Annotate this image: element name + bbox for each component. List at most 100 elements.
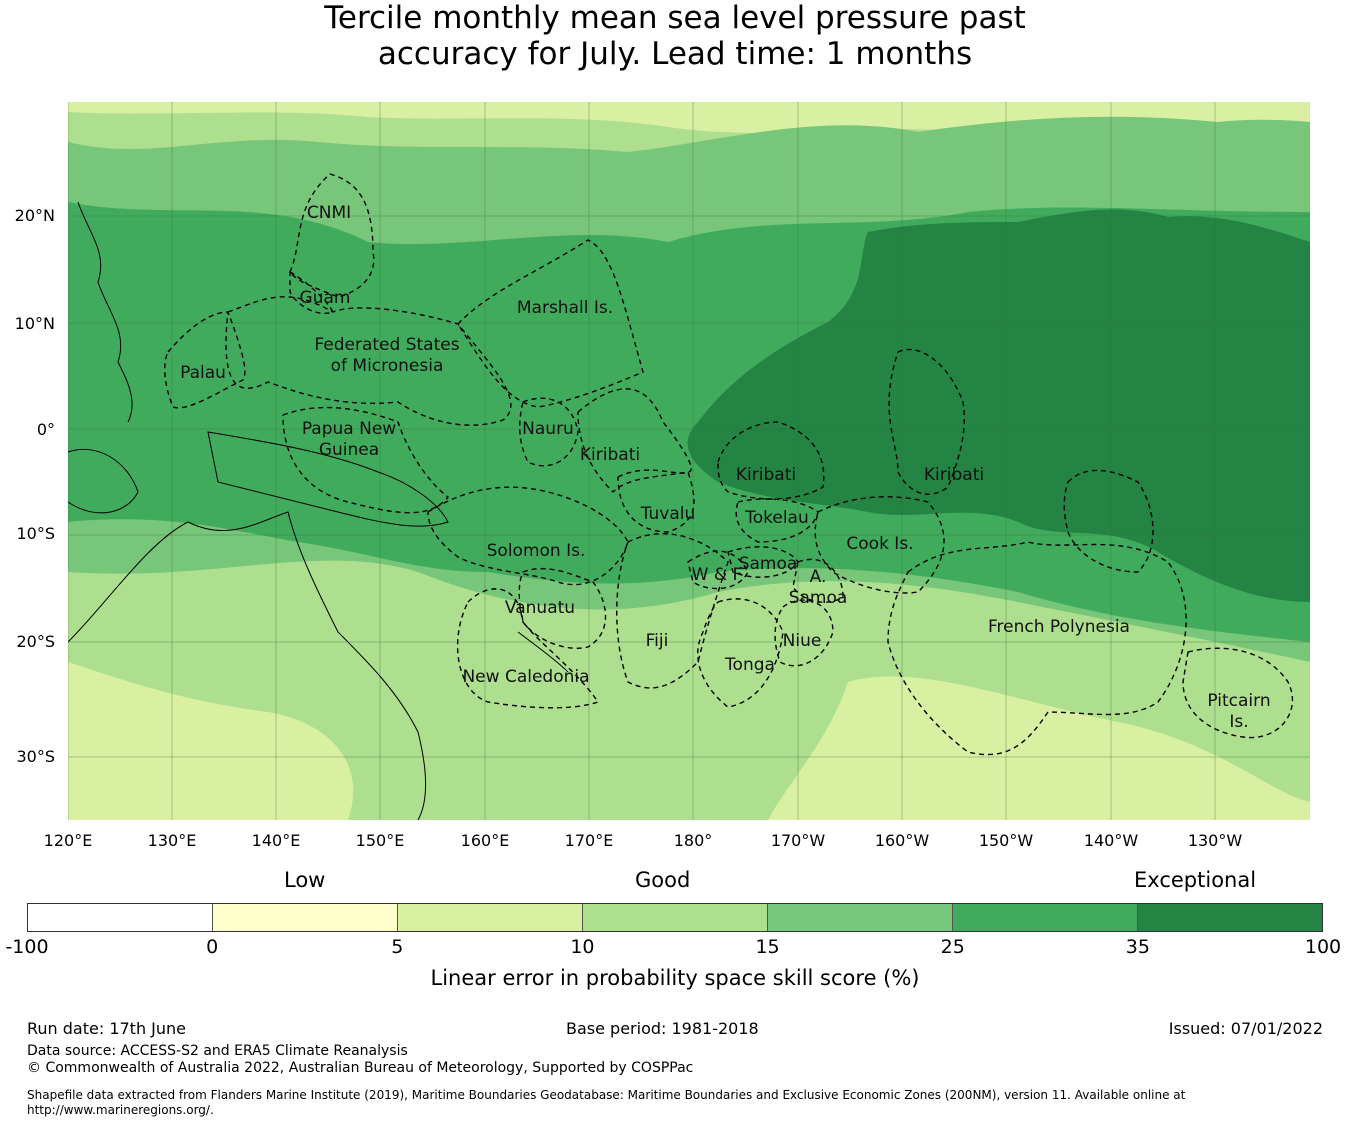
label-newcal: New Caledonia [462, 667, 589, 687]
coastlines [68, 201, 569, 820]
new-caledonia-coast [517, 631, 569, 673]
new-guinea-coast [207, 431, 449, 527]
lon-label: 160°E [460, 831, 510, 850]
colorbar-segment [768, 904, 953, 931]
chart-title-line-1: Tercile monthly mean sea level pressure … [324, 0, 1026, 36]
label-fsm-2: of Micronesia [331, 356, 444, 376]
lon-label: 130°W [1187, 831, 1243, 850]
eez-niue [774, 599, 834, 667]
base-period: Base period: 1981-2018 [566, 1019, 759, 1038]
skill-zone-south-5-10 [768, 676, 1310, 820]
colorbar-tick-label: 35 [1125, 936, 1150, 958]
lon-label: 180° [673, 831, 713, 850]
eez-kiribati-east-far [1063, 469, 1154, 573]
eez-cook [814, 496, 945, 594]
lat-label-30s: 30°S [16, 747, 55, 766]
lon-label: 130°E [147, 831, 197, 850]
lat-label-20n: 20°N [14, 206, 55, 225]
lon-label: 120°E [43, 831, 93, 850]
lon-label: 170°W [770, 831, 826, 850]
colorbar-tick-label: 10 [570, 936, 595, 958]
lat-label-10s: 10°S [16, 524, 55, 543]
lat-label-0: 0° [36, 420, 55, 439]
eez-png [282, 406, 449, 514]
skill-zone-35-100 [687, 209, 1310, 602]
label-niue: Niue [783, 631, 822, 651]
label-kiribati-central: Kiribati [736, 465, 796, 485]
australia-coast [68, 511, 426, 820]
lat-label-20s: 20°S [16, 632, 55, 651]
eez-solomon [427, 486, 629, 586]
label-cnmi: CNMI [307, 203, 351, 223]
label-tuvalu: Tuvalu [640, 504, 696, 524]
label-kiribati-east: Kiribati [924, 465, 984, 485]
colorbar-segment [583, 904, 768, 931]
lon-label: 170°E [564, 831, 614, 850]
lon-label: 160°W [874, 831, 930, 850]
label-nauru: Nauru [522, 419, 574, 439]
label-cook: Cook Is. [846, 534, 913, 554]
chart-title-line-2: accuracy for July. Lead time: 1 months [377, 36, 973, 72]
category-low: Low [284, 868, 326, 892]
lat-label-10n: 10°N [14, 314, 55, 333]
label-asamoa-1: A. [810, 567, 827, 587]
chart-title: Tercile monthly mean sea level pressure … [0, 0, 1350, 72]
colorbar-segment [953, 904, 1138, 931]
label-pitcairn-2: Is. [1229, 712, 1248, 732]
label-solomon: Solomon Is. [487, 541, 586, 561]
eez-tonga [697, 598, 784, 708]
issued-date: Issued: 07/01/2022 [1168, 1019, 1323, 1038]
lon-label: 140°W [1083, 831, 1139, 850]
label-png-2: Guinea [319, 440, 379, 460]
label-png-1: Papua New [302, 419, 396, 439]
label-palau: Palau [180, 363, 226, 383]
category-good: Good [635, 868, 691, 892]
eez-samoa [727, 546, 799, 578]
label-asamoa-2: Samoa [789, 588, 848, 608]
colorbar-tick-label: 15 [755, 936, 780, 958]
lon-label: 150°W [978, 831, 1034, 850]
skill-score-map: CNMI Guam Marshall Is. Federated States … [68, 102, 1310, 820]
eez-kiribati-c [717, 421, 825, 500]
label-tonga: Tonga [724, 655, 775, 675]
label-fiji: Fiji [646, 631, 669, 651]
eez-palau [164, 311, 246, 409]
label-samoa: Samoa [739, 554, 798, 574]
colorbar-tick-label: 100 [1304, 936, 1342, 958]
label-guam: Guam [300, 288, 351, 308]
eez-tuvalu [617, 469, 695, 533]
skill-zone-southwest-5-10 [68, 662, 354, 820]
eez-pitcairn [1182, 647, 1294, 739]
map-svg: CNMI Guam Marshall Is. Federated States … [68, 102, 1310, 820]
shapefile-credit: Shapefile data extracted from Flanders M… [27, 1088, 1186, 1117]
philippines-coast [77, 201, 133, 423]
data-source: Data source: ACCESS-S2 and ERA5 Climate … [27, 1043, 408, 1059]
category-exceptional: Exceptional [1134, 868, 1257, 892]
eez-nauru [519, 397, 579, 467]
lon-label: 140°E [251, 831, 301, 850]
label-wf: W & F [692, 565, 743, 585]
colorbar [27, 903, 1323, 932]
map-gridlines [68, 102, 1310, 820]
colorbar-tick-label: 25 [940, 936, 965, 958]
label-fsm-1: Federated States [314, 335, 459, 355]
lon-label: 150°E [355, 831, 405, 850]
colorbar-tick-label: 0 [206, 936, 219, 958]
copyright: © Commonwealth of Australia 2022, Austra… [27, 1060, 694, 1076]
colorbar-segment [213, 904, 398, 931]
eez-vanuatu [518, 567, 607, 649]
colorbar-tick-label: -100 [5, 936, 49, 958]
eez-guam [289, 270, 334, 314]
eez-wf [687, 550, 749, 590]
colorbar-axis-label: Linear error in probability space skill … [430, 966, 920, 990]
eez-kiribati-w [577, 388, 692, 493]
label-tokelau: Tokelau [744, 508, 809, 528]
colorbar-segment [1138, 904, 1322, 931]
label-kiribati-west: Kiribati [580, 445, 640, 465]
label-marshall: Marshall Is. [517, 298, 613, 318]
eez-fiji [616, 533, 729, 689]
colorbar-tick-label: 5 [391, 936, 404, 958]
run-date: Run date: 17th June [27, 1019, 187, 1038]
label-vanuatu: Vanuatu [505, 598, 575, 618]
label-pitcairn-1: Pitcairn [1207, 691, 1270, 711]
